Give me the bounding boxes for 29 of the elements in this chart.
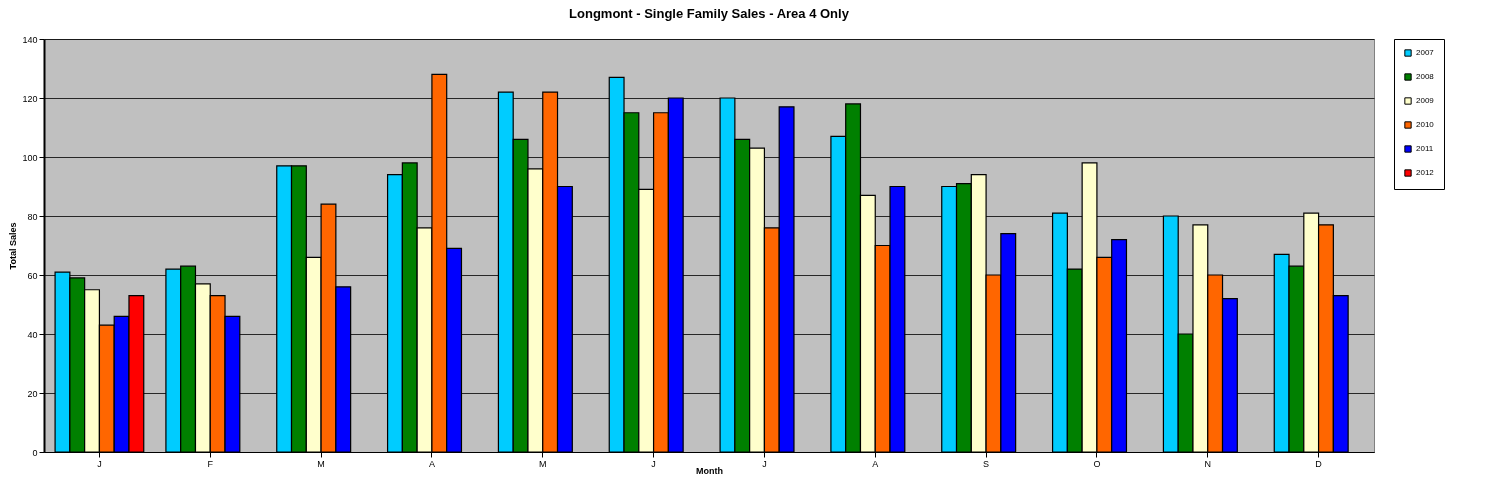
legend-label: 2011 bbox=[1416, 144, 1434, 153]
y-tick-label: 80 bbox=[27, 211, 38, 222]
x-tick-label: F bbox=[207, 458, 214, 469]
y-axis-title: Total Sales bbox=[8, 222, 19, 270]
y-tick-label: 40 bbox=[27, 329, 38, 340]
x-tick-label: A bbox=[872, 458, 879, 469]
legend-label: 2010 bbox=[1416, 120, 1435, 129]
x-axis-title: Month bbox=[696, 465, 723, 476]
x-tick-label: A bbox=[428, 458, 435, 469]
x-tick-label: M bbox=[539, 458, 547, 469]
x-tick-label: J bbox=[762, 458, 767, 469]
legend-label: 2009 bbox=[1416, 96, 1435, 105]
x-tick-label: J bbox=[651, 458, 656, 469]
legend-label: 2008 bbox=[1416, 72, 1435, 81]
y-tick-label: 100 bbox=[22, 152, 38, 163]
x-tick-label: J bbox=[97, 458, 102, 469]
y-tick-label: 120 bbox=[22, 93, 38, 104]
x-tick-label: S bbox=[983, 458, 990, 469]
x-tick-label: N bbox=[1204, 458, 1211, 469]
legend-label: 2007 bbox=[1416, 48, 1435, 57]
y-tick-label: 60 bbox=[27, 270, 38, 281]
legend-label: 2012 bbox=[1416, 168, 1435, 177]
chart-title: Longmont - Single Family Sales - Area 4 Only bbox=[569, 6, 850, 21]
x-tick-label: M bbox=[317, 458, 325, 469]
y-tick-label: 20 bbox=[27, 388, 38, 399]
y-tick-label: 140 bbox=[22, 34, 38, 45]
x-tick-label: D bbox=[1315, 458, 1323, 469]
x-tick-label: O bbox=[1093, 458, 1101, 469]
y-tick-label: 0 bbox=[32, 447, 38, 458]
